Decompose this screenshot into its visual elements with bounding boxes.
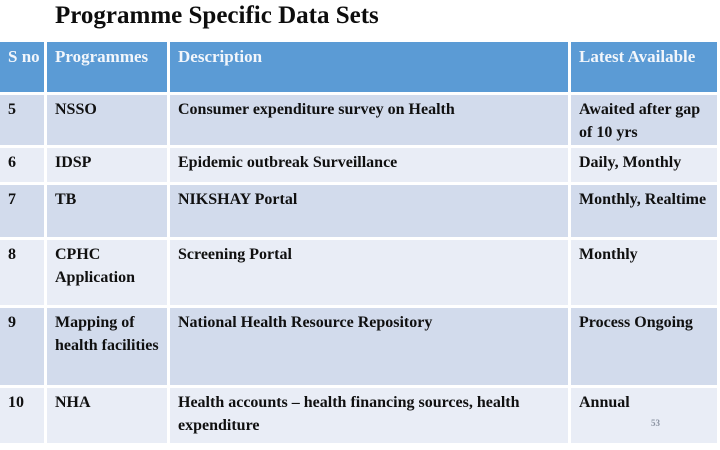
column-header-description: Description [170, 42, 568, 92]
cell-programme: TB [47, 185, 167, 237]
cell-programme: IDSP [47, 148, 167, 182]
cell-sno: 5 [0, 95, 44, 145]
cell-sno: 7 [0, 185, 44, 237]
cell-sno: 8 [0, 240, 44, 305]
cell-latest: Awaited after gap of 10 yrs [571, 95, 717, 145]
column-header-latest: Latest Available [571, 42, 717, 92]
cell-programme: NSSO [47, 95, 167, 145]
cell-latest: Daily, Monthly [571, 148, 717, 182]
column-header-programmes: Programmes [47, 42, 167, 92]
programme-data-table: S no Programmes Description Latest Avail… [0, 42, 717, 443]
cell-latest: Monthly, Realtime [571, 185, 717, 237]
cell-sno: 9 [0, 308, 44, 385]
cell-sno: 6 [0, 148, 44, 182]
cell-latest: Process Ongoing [571, 308, 717, 385]
cell-description: Health accounts – health financing sourc… [170, 388, 568, 443]
cell-programme: CPHC Application [47, 240, 167, 305]
cell-programme: Mapping of health facilities [47, 308, 167, 385]
cell-sno: 10 [0, 388, 44, 443]
cell-latest: Annual [571, 388, 717, 443]
slide-page-number: 53 [651, 418, 660, 428]
cell-description: Consumer expenditure survey on Health [170, 95, 568, 145]
cell-latest: Monthly [571, 240, 717, 305]
cell-description: Screening Portal [170, 240, 568, 305]
cell-description: National Health Resource Repository [170, 308, 568, 385]
cell-description: Epidemic outbreak Surveillance [170, 148, 568, 182]
cell-description: NIKSHAY Portal [170, 185, 568, 237]
column-header-sno: S no [0, 42, 44, 92]
page-title: Programme Specific Data Sets [55, 2, 379, 29]
cell-programme: NHA [47, 388, 167, 443]
